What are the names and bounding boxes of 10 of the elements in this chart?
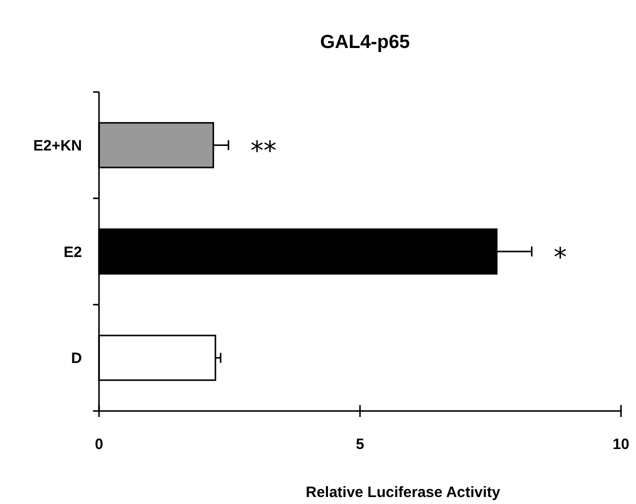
x-tick-label: 5 [356, 436, 364, 453]
chart-title: GAL4-p65 [320, 32, 410, 53]
x-axis-title: Relative Luciferase Activity [306, 484, 501, 501]
annotation: * [554, 242, 567, 273]
x-tick-label: 10 [612, 436, 630, 453]
annotation: ** [250, 136, 276, 166]
y-tick-label: D [71, 350, 82, 368]
y-tick-label: E2 [64, 244, 82, 261]
x-tick-label: 0 [94, 436, 104, 453]
y-tick-label: E2+KN [33, 137, 82, 154]
